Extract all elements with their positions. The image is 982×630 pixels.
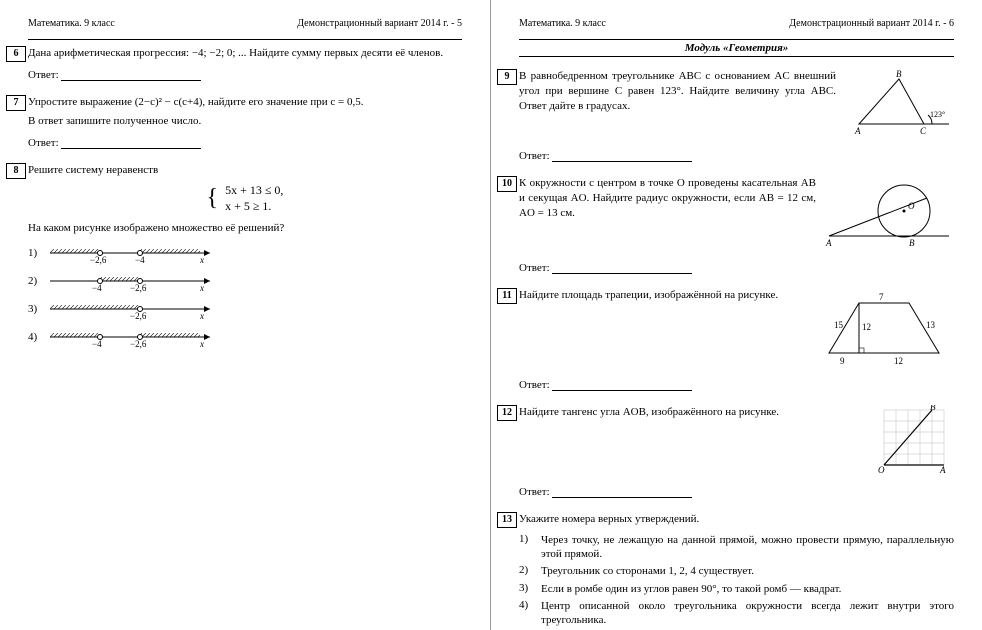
- grid-angle-figure: O A B: [874, 405, 954, 475]
- problem-text: Найдите тангенс угла AOB, изображённого …: [519, 405, 866, 420]
- answer-blank: [552, 390, 692, 391]
- statement-1: 1) Через точку, не лежащую на данной пря…: [519, 533, 954, 562]
- svg-text:13: 13: [926, 320, 936, 330]
- page-6: Математика. 9 класс Демонстрационный вар…: [491, 0, 982, 630]
- numberline-3: −2,6 x: [50, 297, 220, 321]
- svg-text:−4: −4: [92, 339, 102, 349]
- svg-text:x: x: [199, 283, 204, 293]
- svg-text:−4: −4: [92, 283, 102, 293]
- answer-blank: [552, 497, 692, 498]
- svg-text:123°: 123°: [930, 110, 945, 119]
- svg-text:B: B: [909, 238, 915, 248]
- problem-7: 7 Упростите выражение (2−c)² − c(c+4), н…: [28, 95, 462, 149]
- svg-text:O: O: [908, 201, 915, 211]
- problem-12: 12 Найдите тангенс угла AOB, изображённо…: [519, 405, 954, 498]
- svg-text:x: x: [199, 255, 204, 265]
- answer-line: Ответ:: [519, 150, 954, 162]
- svg-text:x: x: [199, 311, 204, 321]
- problem-number: 8: [6, 163, 26, 179]
- problem-11: 11 Найдите площадь трапеции, изображённо…: [519, 288, 954, 391]
- numberline-2: −4 −2,6 x: [50, 269, 220, 293]
- answer-line: Ответ:: [28, 69, 462, 81]
- header-variant: Демонстрационный вариант 2014 г. - 6: [789, 18, 954, 29]
- svg-text:O: O: [878, 465, 885, 475]
- svg-text:A: A: [939, 465, 946, 475]
- choice-3: 3) −2,6 x: [28, 297, 462, 321]
- problem-question: На каком рисунке изображено множество её…: [28, 221, 462, 236]
- problem-number: 9: [497, 69, 517, 85]
- svg-text:−2,6: −2,6: [90, 255, 107, 265]
- problem-8: 8 Решите систему неравенств { 5x + 13 ≤ …: [28, 163, 462, 350]
- problem-10: 10 К окружности с центром в точке O пров…: [519, 176, 954, 274]
- problem-13: 13 Укажите номера верных утверждений. 1)…: [519, 512, 954, 628]
- problem-text: Решите систему неравенств: [28, 163, 462, 178]
- problem-number: 11: [497, 288, 517, 304]
- header-variant: Демонстрационный вариант 2014 г. - 5: [297, 18, 462, 29]
- answer-blank: [552, 161, 692, 162]
- problem-text: Найдите площадь трапеции, изображённой н…: [519, 288, 806, 303]
- problem-number: 12: [497, 405, 517, 421]
- problem-number: 6: [6, 46, 26, 62]
- svg-text:−2,6: −2,6: [130, 339, 147, 349]
- choice-2: 2) −4 −2,6 x: [28, 269, 462, 293]
- trapezoid-figure: 7 15 12 13 9 12: [814, 288, 954, 368]
- header-subject: Математика. 9 класс: [28, 18, 115, 29]
- svg-text:7: 7: [879, 292, 884, 302]
- svg-text:A: A: [825, 238, 832, 248]
- problem-text-b: В ответ запишите полученное число.: [28, 114, 462, 129]
- statement-3: 3) Если в ромбе один из углов равен 90°,…: [519, 582, 954, 596]
- answer-blank: [552, 273, 692, 274]
- svg-text:B: B: [896, 69, 902, 79]
- answer-line: Ответ:: [519, 379, 954, 391]
- problem-number: 13: [497, 512, 517, 528]
- problem-text: Укажите номера верных утверждений.: [519, 512, 954, 527]
- answer-line: Ответ:: [519, 262, 954, 274]
- numberline-4: −4 −2,6 x: [50, 325, 220, 349]
- svg-text:A: A: [854, 126, 861, 136]
- header-rule: [28, 39, 462, 40]
- statement-2: 2) Треугольник со сторонами 1, 2, 4 суще…: [519, 564, 954, 578]
- answer-line: Ответ:: [519, 486, 954, 498]
- problem-text: К окружности с центром в точке O проведе…: [519, 176, 816, 221]
- page-header: Математика. 9 класс Демонстрационный вар…: [519, 18, 954, 29]
- answer-blank: [61, 80, 201, 81]
- problem-number: 7: [6, 95, 26, 111]
- problem-9: 9 В равнобедренном треугольнике ABC с ос…: [519, 69, 954, 162]
- svg-text:−2,6: −2,6: [130, 283, 147, 293]
- triangle-figure: A B C 123°: [844, 69, 954, 139]
- svg-text:9: 9: [840, 356, 845, 366]
- svg-text:15: 15: [834, 320, 844, 330]
- circle-figure: O A B: [824, 176, 954, 251]
- choice-4: 4) −4 −2,6 x: [28, 325, 462, 349]
- svg-text:12: 12: [894, 356, 903, 366]
- page-5: Математика. 9 класс Демонстрационный вар…: [0, 0, 491, 630]
- numberline-1: −2,6 −4 x: [50, 241, 220, 265]
- statement-4: 4) Центр описанной около треугольника ок…: [519, 599, 954, 628]
- problem-number: 10: [497, 176, 517, 192]
- system-inequalities: { 5x + 13 ≤ 0, x + 5 ≥ 1.: [28, 183, 462, 214]
- problem-6: 6 Дана арифметическая прогрессия: −4; −2…: [28, 46, 462, 81]
- answer-choices: 1) −2,6 −4 x 2): [28, 241, 462, 349]
- page-header: Математика. 9 класс Демонстрационный вар…: [28, 18, 462, 29]
- problem-text: Упростите выражение (2−c)² − c(c+4), най…: [28, 95, 462, 110]
- svg-text:B: B: [930, 405, 936, 412]
- svg-text:−4: −4: [135, 255, 145, 265]
- answer-blank: [61, 148, 201, 149]
- header-subject: Математика. 9 класс: [519, 18, 606, 29]
- choice-1: 1) −2,6 −4 x: [28, 241, 462, 265]
- svg-text:x: x: [199, 339, 204, 349]
- problem-text: Дана арифметическая прогрессия: −4; −2; …: [28, 46, 462, 61]
- module-title: Модуль «Геометрия»: [519, 39, 954, 57]
- brace-icon: {: [207, 185, 219, 212]
- problem-text: В равнобедренном треугольнике ABC с осно…: [519, 69, 836, 114]
- statements-list: 1) Через точку, не лежащую на данной пря…: [519, 533, 954, 628]
- answer-line: Ответ:: [28, 137, 462, 149]
- svg-text:−2,6: −2,6: [130, 311, 147, 321]
- svg-text:12: 12: [862, 322, 871, 332]
- svg-text:C: C: [920, 126, 927, 136]
